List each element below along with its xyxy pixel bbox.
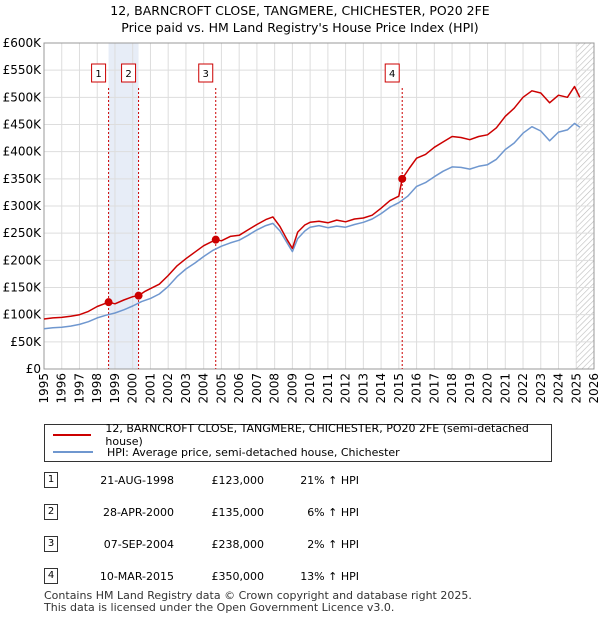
- sale-hpi-diff: 6% ↑ HPI: [307, 506, 359, 519]
- sale-hpi-diff: 21% ↑ HPI: [300, 474, 359, 487]
- y-tick-label: £400K: [3, 145, 43, 159]
- x-tick-label: 2015: [392, 373, 406, 404]
- x-tick-label: 2013: [356, 373, 370, 404]
- x-tick-label: 2022: [516, 373, 530, 404]
- y-tick-label: £100K: [3, 308, 43, 322]
- sale-label-box: [121, 63, 137, 83]
- legend-swatch-property: [53, 434, 92, 436]
- x-tick-label: 2009: [285, 373, 299, 404]
- sale-price: £350,000: [211, 570, 265, 583]
- legend-swatch-hpi: [53, 451, 93, 453]
- x-tick-label: 2026: [587, 373, 600, 404]
- footer-copyright: Contains HM Land Registry data © Crown c…: [44, 589, 472, 602]
- legend: 12, BARNCROFT CLOSE, TANGMERE, CHICHESTE…: [44, 422, 552, 462]
- x-tick-label: 2006: [232, 373, 246, 404]
- y-tick-label: £550K: [3, 63, 43, 77]
- sale-label-box: [198, 63, 214, 83]
- x-tick-label: 1996: [55, 373, 69, 404]
- sale-row: 1 21-AUG-1998 £123,000 21% ↑ HPI: [44, 472, 564, 490]
- footer: Contains HM Land Registry data © Crown c…: [44, 590, 472, 614]
- sale-label-box: [384, 63, 400, 83]
- sale-row: 3 07-SEP-2004 £238,000 2% ↑ HPI: [44, 536, 564, 554]
- x-tick-label: 1995: [37, 373, 51, 404]
- hpi-line: [43, 122, 581, 330]
- sale-date: 07-SEP-2004: [103, 538, 174, 551]
- sale-price: £135,000: [211, 506, 265, 519]
- x-tick-label: 2012: [339, 373, 353, 404]
- y-tick-label: £450K: [3, 118, 43, 132]
- legend-item-property: 12, BARNCROFT CLOSE, TANGMERE, CHICHESTE…: [53, 422, 551, 448]
- x-tick-label: 2007: [250, 373, 264, 404]
- x-tick-label: 2024: [552, 373, 566, 404]
- y-tick-label: £50K: [10, 335, 42, 349]
- sale-point: [211, 235, 220, 244]
- x-tick-label: 2011: [321, 373, 335, 404]
- title-line-1: 12, BARNCROFT CLOSE, TANGMERE, CHICHESTE…: [110, 3, 490, 18]
- sale-number-badge: 3: [44, 536, 58, 552]
- sale-number-badge: 4: [44, 568, 58, 584]
- x-tick-label: 2016: [410, 373, 424, 404]
- sale-price: £238,000: [211, 538, 265, 551]
- chart-title: 12, BARNCROFT CLOSE, TANGMERE, CHICHESTE…: [0, 2, 600, 36]
- x-tick-label: 2025: [569, 373, 583, 404]
- y-tick-label: £150K: [3, 281, 43, 295]
- footer-licence: This data is licensed under the Open Gov…: [44, 601, 395, 614]
- x-tick-label: 2005: [214, 373, 228, 404]
- sale-date: 21-AUG-1998: [100, 474, 174, 487]
- sale-point: [104, 298, 113, 307]
- sale-number-badge: 2: [44, 504, 58, 520]
- x-tick-label: 2018: [445, 373, 459, 404]
- sale-row: 2 28-APR-2000 £135,000 6% ↑ HPI: [44, 504, 564, 522]
- price-chart: £0 £50K £100K £150K £200K £250K £300K £350K £400…: [3, 36, 600, 404]
- y-tick-label: £350K: [3, 172, 43, 186]
- sale-label-number: 3: [203, 69, 209, 80]
- x-tick-label: 2020: [481, 373, 495, 404]
- sale-point: [398, 174, 407, 183]
- x-tick-label: 2002: [161, 373, 175, 404]
- plot-border: [43, 42, 595, 370]
- x-tick-label: 2010: [303, 373, 317, 404]
- y-tick-label: £600K: [3, 36, 43, 50]
- y-tick-label: £200K: [3, 253, 43, 267]
- sale-hpi-diff: 13% ↑ HPI: [300, 570, 359, 583]
- x-tick-label: 2008: [268, 373, 282, 404]
- legend-label-hpi: HPI: Average price, semi-detached house,…: [107, 445, 400, 459]
- x-tick-label: 2023: [534, 373, 548, 404]
- x-tick-label: 2004: [197, 373, 211, 404]
- x-tick-label: 1998: [90, 373, 104, 404]
- y-tick-label: £250K: [3, 226, 43, 240]
- sale-number-badge: 1: [44, 472, 58, 488]
- x-tick-label: 2003: [179, 373, 193, 404]
- x-tick-label: 2000: [126, 373, 140, 404]
- sale-date: 28-APR-2000: [102, 506, 174, 519]
- sale-hpi-diff: 2% ↑ HPI: [307, 538, 359, 551]
- x-tick-label: 1999: [108, 373, 122, 404]
- sale-label-number: 2: [125, 69, 131, 80]
- x-tick-label: 2021: [498, 373, 512, 404]
- sale-label-number: 4: [389, 69, 395, 80]
- y-tick-label: £500K: [3, 90, 43, 104]
- sale-point: [134, 291, 143, 300]
- sale-label-number: 1: [95, 69, 101, 80]
- sale-date: 10-MAR-2015: [99, 570, 174, 583]
- title-line-2: Price paid vs. HM Land Registry's House …: [121, 20, 479, 35]
- x-tick-label: 2019: [463, 373, 477, 404]
- x-tick-label: 1997: [72, 373, 86, 404]
- x-tick-label: 2014: [374, 373, 388, 404]
- legend-label-property: 12, BARNCROFT CLOSE, TANGMERE, CHICHESTE…: [105, 422, 529, 448]
- legend-item-hpi: HPI: Average price, semi-detached house,…: [53, 444, 400, 460]
- x-tick-label: 2017: [427, 373, 441, 404]
- y-tick-label: £0: [26, 362, 41, 376]
- x-tick-label: 2001: [143, 373, 157, 404]
- y-tick-label: £300K: [3, 199, 43, 213]
- sale-price: £123,000: [211, 474, 265, 487]
- sale-row: 4 10-MAR-2015 £350,000 13% ↑ HPI: [44, 568, 564, 586]
- sale-label-box: [91, 63, 107, 83]
